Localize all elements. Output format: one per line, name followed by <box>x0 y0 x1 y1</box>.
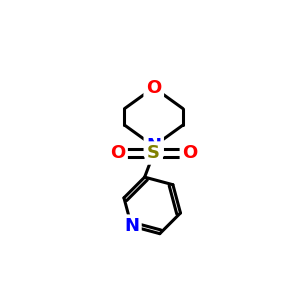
Text: N: N <box>146 137 161 155</box>
Text: S: S <box>147 144 160 162</box>
Text: O: O <box>146 79 161 97</box>
Text: O: O <box>110 144 125 162</box>
Text: N: N <box>124 217 139 235</box>
Text: O: O <box>182 144 198 162</box>
